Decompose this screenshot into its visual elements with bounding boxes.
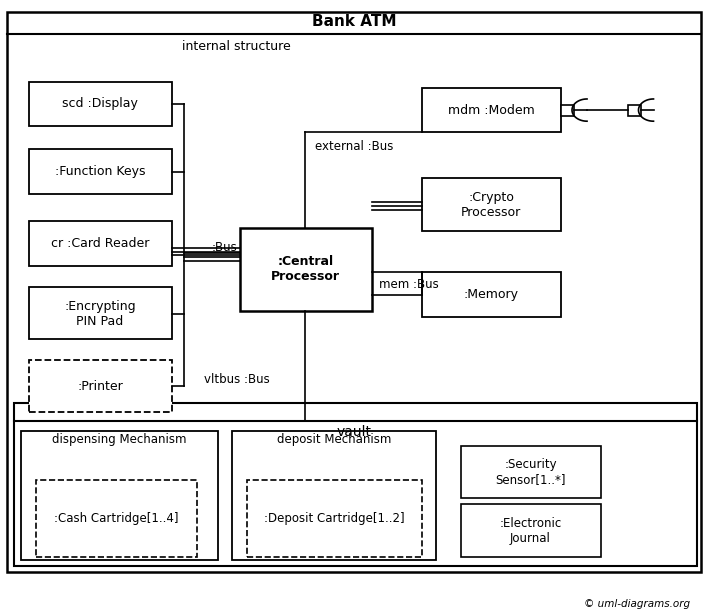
Text: © uml-diagrams.org: © uml-diagrams.org (584, 599, 690, 609)
Text: :Bus: :Bus (212, 240, 237, 254)
Text: cr :Card Reader: cr :Card Reader (51, 237, 149, 250)
FancyBboxPatch shape (240, 228, 372, 311)
Text: :Deposit Cartridge[1..2]: :Deposit Cartridge[1..2] (264, 512, 404, 525)
Text: vault: vault (337, 425, 371, 438)
Text: deposit Mechanism: deposit Mechanism (277, 433, 391, 446)
Text: external :Bus: external :Bus (315, 140, 393, 153)
FancyBboxPatch shape (21, 430, 218, 560)
FancyBboxPatch shape (461, 504, 601, 557)
FancyBboxPatch shape (29, 287, 172, 339)
FancyBboxPatch shape (7, 12, 701, 572)
FancyBboxPatch shape (561, 105, 574, 116)
Text: dispensing Mechanism: dispensing Mechanism (52, 433, 187, 446)
FancyBboxPatch shape (14, 403, 697, 566)
FancyBboxPatch shape (36, 480, 197, 557)
Text: Bank ATM: Bank ATM (312, 14, 396, 29)
FancyBboxPatch shape (422, 178, 561, 231)
Text: :Cash Cartridge[1..4]: :Cash Cartridge[1..4] (54, 512, 178, 525)
Text: :Encrypting
PIN Pad: :Encrypting PIN Pad (64, 300, 136, 328)
Text: :Memory: :Memory (464, 288, 518, 301)
FancyBboxPatch shape (628, 105, 641, 116)
Text: :Security
Sensor[1..*]: :Security Sensor[1..*] (495, 458, 566, 486)
FancyBboxPatch shape (232, 430, 436, 560)
Text: :Function Keys: :Function Keys (55, 165, 145, 178)
Text: :Electronic
Journal: :Electronic Journal (499, 517, 562, 545)
FancyBboxPatch shape (247, 480, 422, 557)
Text: :Printer: :Printer (77, 379, 123, 393)
Text: mdm :Modem: mdm :Modem (448, 103, 535, 117)
Text: :Crypto
Processor: :Crypto Processor (461, 191, 521, 219)
FancyBboxPatch shape (422, 88, 561, 132)
FancyBboxPatch shape (29, 149, 172, 194)
FancyBboxPatch shape (29, 82, 172, 126)
FancyBboxPatch shape (461, 446, 601, 498)
Text: internal structure: internal structure (182, 39, 290, 53)
Text: mem :Bus: mem :Bus (379, 277, 439, 291)
Text: :Central
Processor: :Central Processor (271, 255, 340, 284)
FancyBboxPatch shape (29, 360, 172, 412)
Text: vltbus :Bus: vltbus :Bus (204, 373, 270, 386)
Text: scd :Display: scd :Display (62, 97, 138, 111)
FancyBboxPatch shape (422, 272, 561, 317)
FancyBboxPatch shape (29, 221, 172, 266)
